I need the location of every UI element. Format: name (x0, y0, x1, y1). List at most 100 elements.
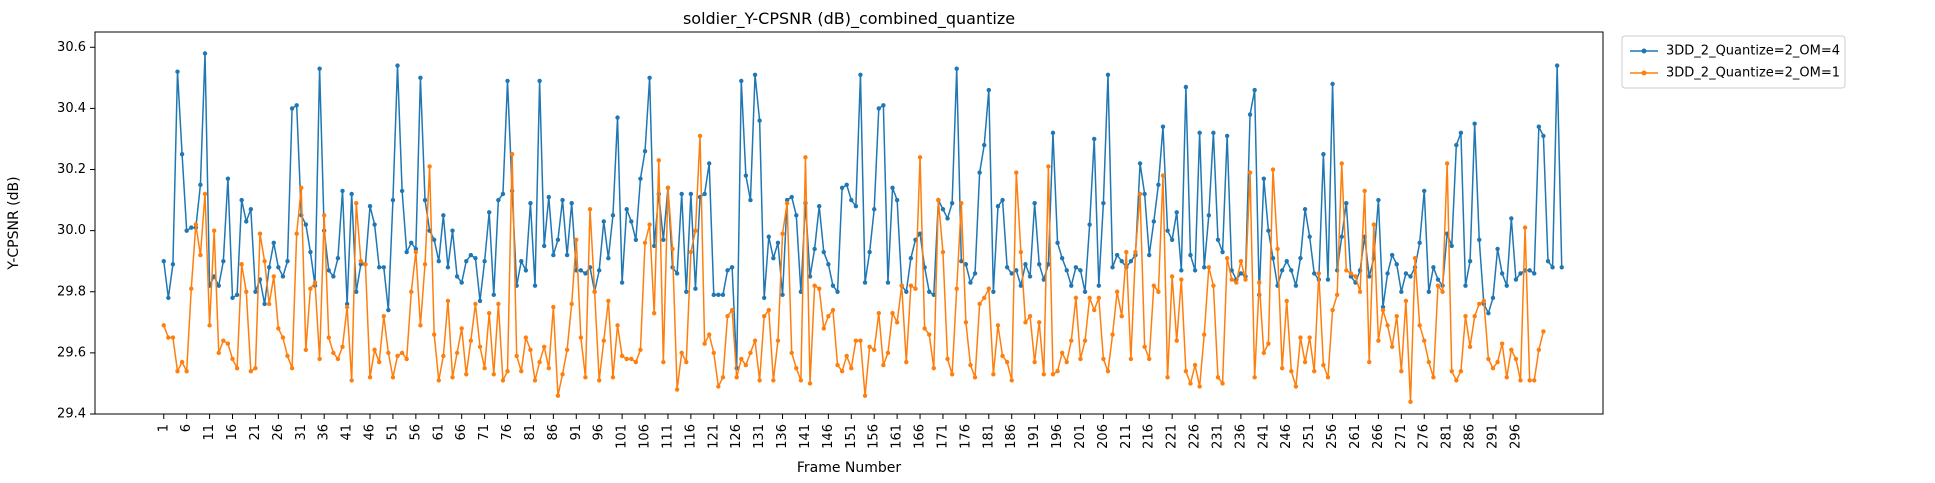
data-point (239, 262, 244, 267)
data-point (1559, 265, 1564, 270)
data-point (610, 375, 616, 380)
data-point (1394, 314, 1399, 319)
data-point (1156, 289, 1161, 294)
data-point (390, 375, 396, 380)
data-point (1330, 307, 1335, 313)
data-point (1527, 268, 1532, 273)
data-point (1527, 378, 1532, 383)
data-point (931, 365, 936, 371)
data-point (409, 240, 414, 246)
data-point (693, 286, 698, 291)
data-point (1004, 265, 1010, 270)
data-point (702, 341, 707, 346)
data-point (1046, 164, 1051, 169)
data-point (514, 353, 519, 359)
data-point (1481, 298, 1487, 304)
data-point (1275, 246, 1280, 252)
x-tick-label: 251 (1302, 424, 1317, 449)
data-point (1367, 274, 1372, 279)
data-point (1389, 252, 1395, 258)
data-point (166, 335, 171, 340)
data-point (477, 344, 483, 349)
data-point (853, 338, 859, 343)
data-point (464, 259, 469, 264)
data-point (766, 307, 771, 313)
data-point (413, 246, 419, 252)
data-point (1069, 283, 1074, 288)
data-point (198, 182, 203, 187)
data-point (839, 369, 845, 374)
data-point (1234, 280, 1239, 285)
data-point (308, 249, 313, 255)
data-point (752, 72, 758, 77)
x-tick-label: 236 (1233, 424, 1248, 449)
data-point (496, 301, 501, 307)
data-point (179, 152, 185, 157)
data-point (1518, 378, 1523, 383)
data-point (331, 350, 336, 356)
legend-box (1621, 35, 1846, 89)
data-point (441, 353, 446, 359)
data-point (711, 350, 716, 356)
data-point (1486, 356, 1491, 362)
data-point (862, 393, 868, 398)
x-tick-label: 41 (340, 424, 355, 441)
data-point (766, 234, 771, 239)
data-point (551, 304, 556, 310)
data-point (500, 191, 506, 197)
data-point (340, 188, 345, 194)
data-point (1023, 320, 1028, 325)
x-tick-label: 216 (1142, 424, 1157, 449)
data-point (1458, 369, 1464, 374)
data-point (642, 240, 648, 246)
data-point (1426, 289, 1432, 294)
data-point (505, 369, 510, 374)
data-point (354, 200, 359, 206)
data-point (317, 356, 322, 362)
data-point (1220, 381, 1225, 386)
data-point (354, 289, 359, 294)
data-point (1522, 225, 1528, 230)
data-point (574, 237, 579, 243)
data-point (1078, 268, 1083, 273)
data-point (431, 332, 437, 337)
data-point (817, 286, 822, 291)
data-point (803, 155, 808, 160)
data-point (569, 301, 574, 307)
data-point (1133, 249, 1138, 255)
data-point (532, 378, 538, 383)
data-point (1142, 191, 1147, 197)
x-tick-label: 136 (775, 424, 790, 449)
x-tick-label: 16 (225, 424, 240, 441)
data-point (445, 265, 451, 270)
y-tick-label: 30.0 (57, 223, 86, 238)
data-point (1279, 365, 1285, 371)
data-point (1449, 243, 1454, 249)
data-point (1147, 252, 1152, 258)
data-point (1119, 314, 1124, 319)
data-point (1156, 182, 1161, 187)
data-point (1055, 369, 1060, 374)
x-tick-label: 191 (1027, 424, 1042, 449)
data-point (904, 289, 909, 294)
x-tick-label: 141 (798, 424, 813, 449)
data-point (665, 185, 671, 191)
data-point (367, 375, 373, 380)
data-point (459, 280, 464, 285)
data-point (1014, 268, 1019, 273)
data-point (1399, 369, 1404, 374)
data-point (647, 75, 652, 81)
data-point (509, 152, 515, 157)
data-point (1270, 255, 1276, 261)
data-point (995, 203, 1001, 209)
data-point (349, 191, 354, 197)
data-point (1408, 274, 1413, 279)
data-point (1385, 271, 1390, 276)
legend: 3DD_2_Quantize=2_OM=4 3DD_2_Quantize=2_OM… (1621, 35, 1846, 89)
data-point (1266, 228, 1271, 233)
data-point (1344, 200, 1349, 206)
data-point (922, 326, 927, 331)
data-point (1339, 161, 1344, 166)
data-point (1353, 274, 1358, 279)
data-point (688, 191, 694, 197)
